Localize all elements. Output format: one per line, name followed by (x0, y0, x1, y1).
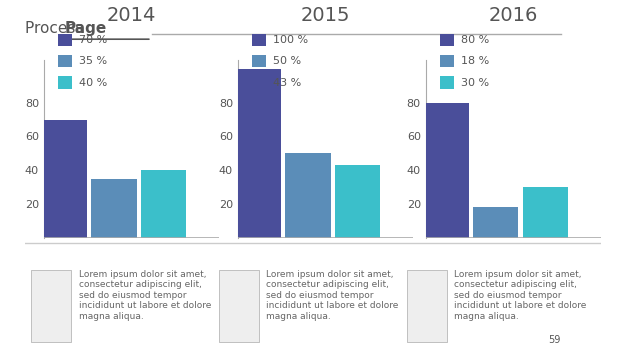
FancyBboxPatch shape (439, 76, 454, 89)
Title: 2015: 2015 (300, 6, 351, 26)
Text: 43 %: 43 % (273, 77, 301, 88)
FancyBboxPatch shape (439, 55, 454, 67)
Bar (285, 153, 331, 238)
Text: 80 %: 80 % (461, 35, 489, 45)
Title: 2014: 2014 (107, 6, 156, 26)
Text: LOGOTYPE: LOGOTYPE (541, 22, 598, 33)
FancyBboxPatch shape (252, 34, 266, 46)
FancyBboxPatch shape (252, 55, 266, 67)
Text: 18 %: 18 % (461, 56, 489, 66)
Bar (91, 179, 136, 238)
FancyBboxPatch shape (219, 270, 259, 342)
FancyBboxPatch shape (58, 76, 72, 89)
Bar (523, 187, 568, 238)
Text: 59: 59 (548, 335, 560, 345)
Text: 30 %: 30 % (461, 77, 489, 88)
Text: Page: Page (64, 21, 106, 36)
Title: 2016: 2016 (489, 6, 538, 26)
Text: Lorem ipsum dolor sit amet,
consectetur adipiscing elit,
sed do eiusmod tempor
i: Lorem ipsum dolor sit amet, consectetur … (454, 270, 587, 321)
Text: 100 %: 100 % (273, 35, 308, 45)
Text: Lorem ipsum dolor sit amet,
consectetur adipiscing elit,
sed do eiusmod tempor
i: Lorem ipsum dolor sit amet, consectetur … (266, 270, 399, 321)
Bar (141, 170, 186, 238)
FancyBboxPatch shape (439, 34, 454, 46)
Bar (335, 165, 380, 238)
Text: 40 %: 40 % (79, 77, 107, 88)
Bar (473, 207, 518, 238)
FancyBboxPatch shape (31, 270, 71, 342)
Text: Process: Process (25, 21, 88, 36)
FancyBboxPatch shape (252, 76, 266, 89)
Text: Lorem ipsum dolor sit amet,
consectetur adipiscing elit,
sed do eiusmod tempor
i: Lorem ipsum dolor sit amet, consectetur … (78, 270, 211, 321)
Text: 50 %: 50 % (273, 56, 301, 66)
FancyBboxPatch shape (407, 270, 447, 342)
FancyBboxPatch shape (58, 55, 72, 67)
Bar (42, 120, 87, 238)
Text: 35 %: 35 % (79, 56, 107, 66)
Bar (424, 103, 469, 238)
FancyBboxPatch shape (58, 34, 72, 46)
Text: 70 %: 70 % (79, 35, 107, 45)
Bar (236, 69, 281, 238)
